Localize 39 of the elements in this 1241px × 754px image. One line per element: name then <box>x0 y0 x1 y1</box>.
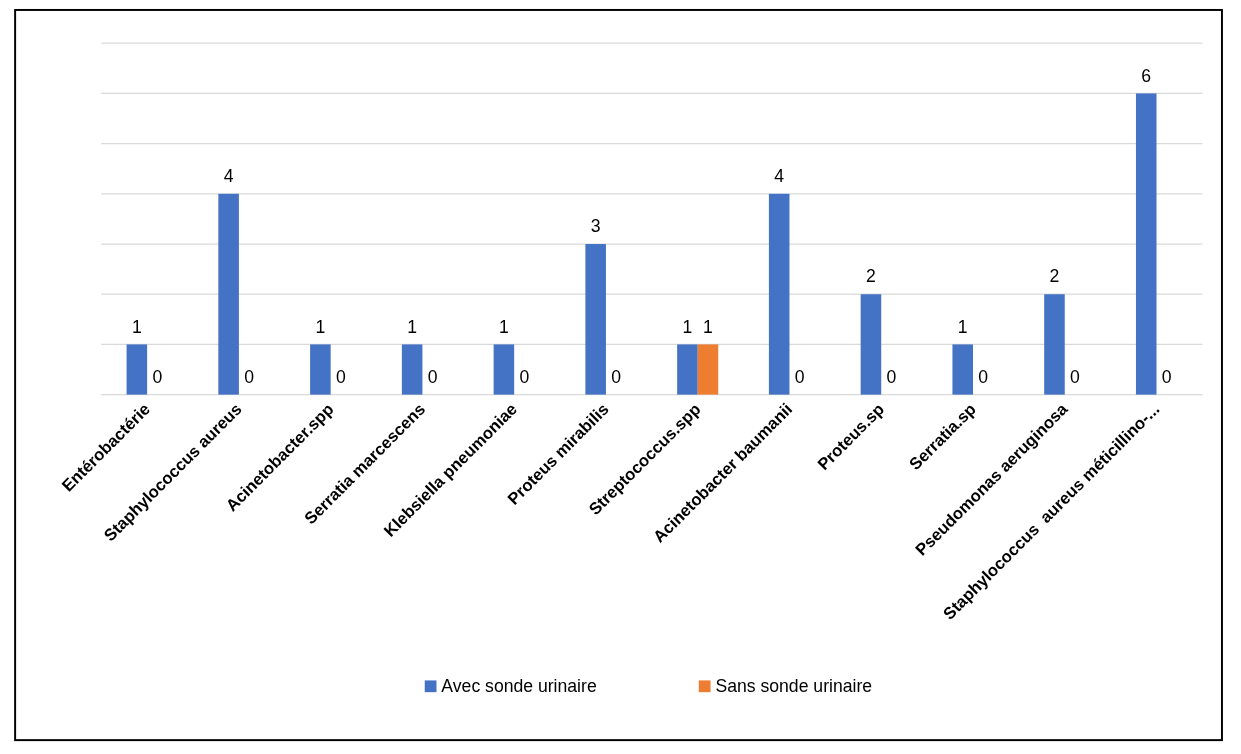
bar <box>218 193 239 395</box>
data-label: 1 <box>957 316 968 337</box>
data-label: 1 <box>315 316 326 337</box>
data-label: 2 <box>1049 266 1060 287</box>
data-label: 0 <box>244 366 255 387</box>
data-label: 4 <box>223 166 234 187</box>
data-label: 4 <box>774 166 785 187</box>
bar <box>401 344 423 395</box>
data-label: 0 <box>427 366 438 387</box>
bar <box>768 193 790 395</box>
bar <box>860 294 882 395</box>
data-label: 2 <box>866 266 876 287</box>
legend-label: Sans sonde urinaire <box>715 676 873 697</box>
bar <box>677 344 698 395</box>
data-label: 3 <box>590 216 601 237</box>
data-label: 1 <box>499 316 509 337</box>
data-label: 0 <box>978 366 989 387</box>
data-label: 0 <box>152 366 163 387</box>
bar <box>1044 294 1065 395</box>
data-label: 0 <box>1161 366 1172 387</box>
data-label: 0 <box>794 366 805 387</box>
data-label: 0 <box>886 366 897 387</box>
bar <box>952 344 973 395</box>
bar <box>697 344 719 395</box>
data-label: 1 <box>682 316 693 337</box>
data-label: 1 <box>703 316 713 337</box>
data-label: 0 <box>611 366 622 387</box>
data-label: 1 <box>407 316 418 337</box>
bar <box>585 244 606 395</box>
bar <box>1135 93 1157 395</box>
data-label: 0 <box>336 366 347 387</box>
data-label: 1 <box>131 316 142 337</box>
data-label: 6 <box>1141 65 1152 86</box>
bar <box>310 344 331 395</box>
data-label: 0 <box>519 366 530 387</box>
legend-label: Avec sonde urinaire <box>441 676 597 697</box>
data-label: 0 <box>1070 366 1081 387</box>
bar <box>493 344 515 395</box>
bar <box>126 344 148 395</box>
